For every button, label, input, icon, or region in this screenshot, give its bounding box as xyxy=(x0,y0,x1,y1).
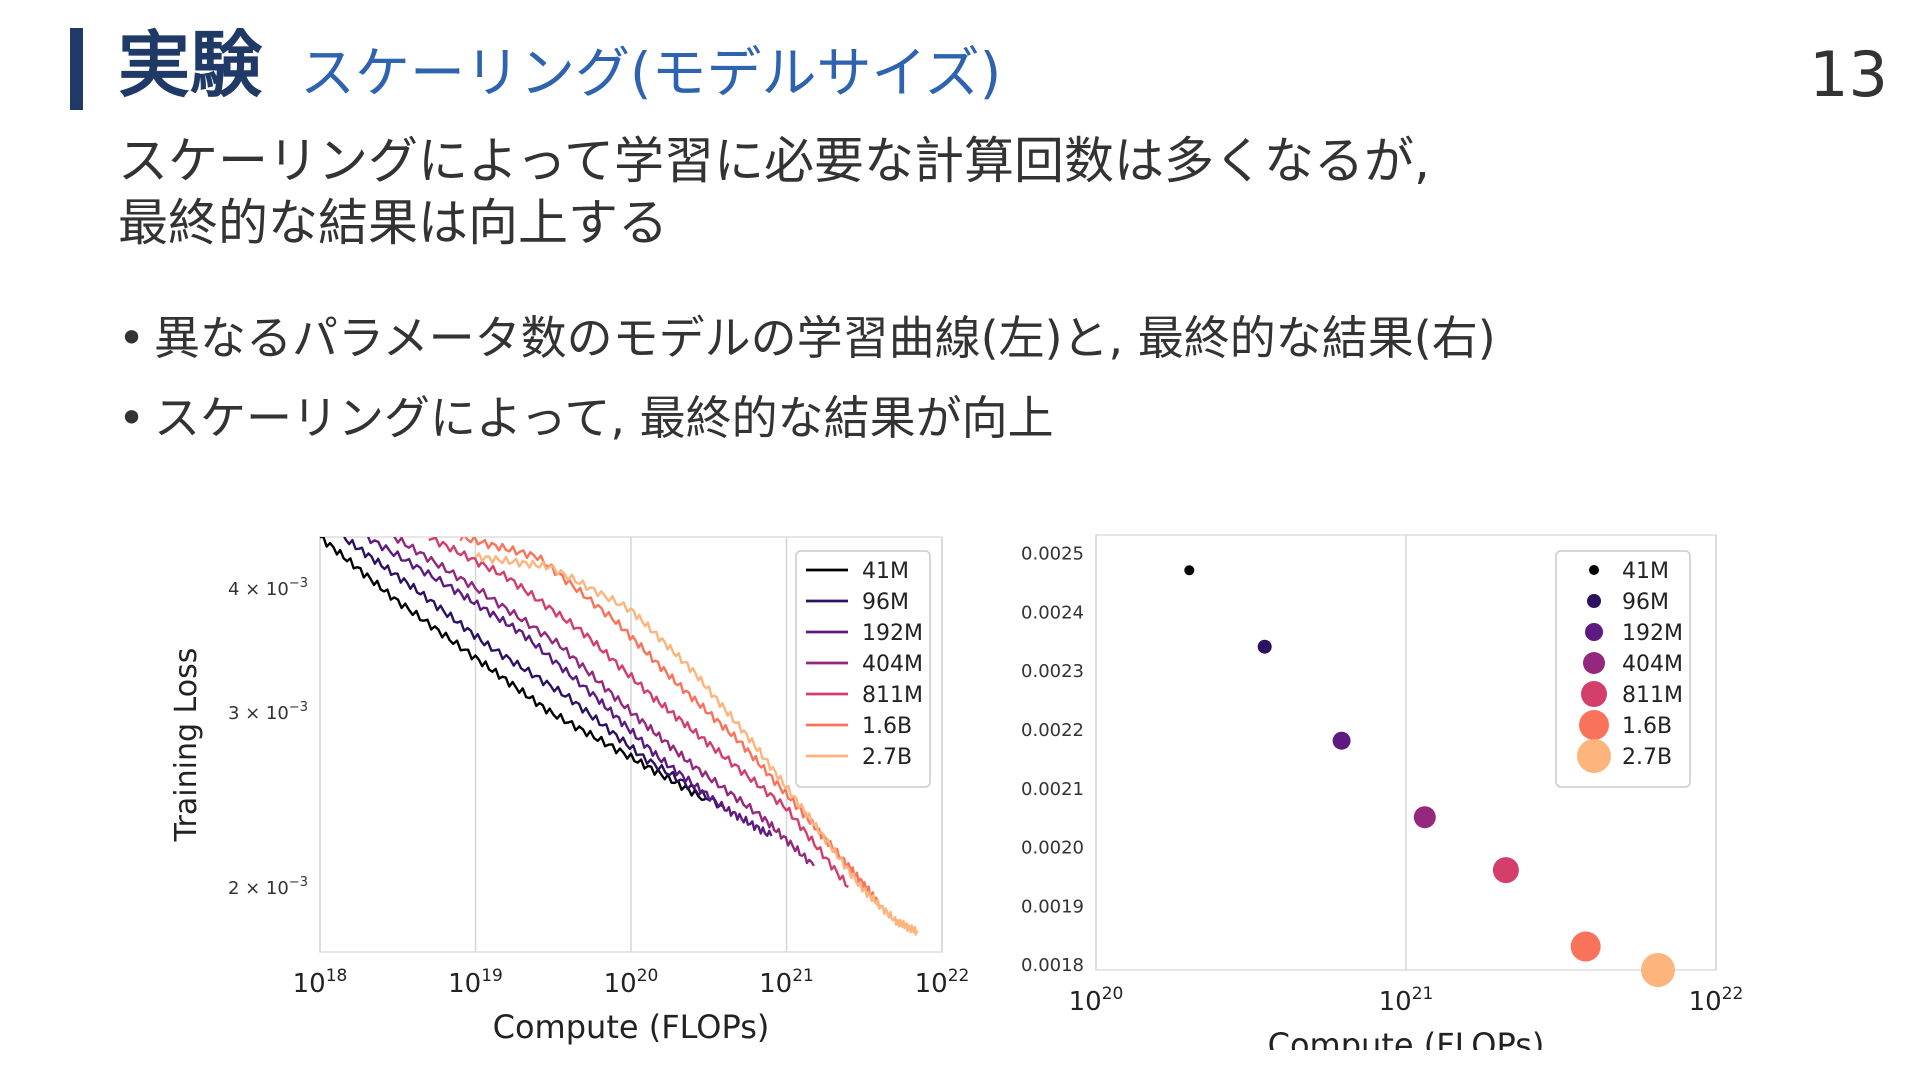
series-line xyxy=(343,537,726,810)
legend-label: 2.7B xyxy=(1622,745,1672,770)
y-tick-label: 0.0018 xyxy=(1021,955,1084,976)
y-tick-label: 0.0019 xyxy=(1021,896,1084,917)
legend-swatch xyxy=(1577,739,1611,773)
scatter-point xyxy=(1332,731,1351,750)
y-tick-label: 0.0021 xyxy=(1021,779,1084,800)
title-accent-bar xyxy=(70,28,83,110)
legend-label: 811M xyxy=(1622,683,1683,708)
y-axis-label: Training Loss xyxy=(169,648,204,843)
series-group xyxy=(320,537,919,936)
legend-label: 1.6B xyxy=(1622,714,1672,739)
x-tick-label: 1020 xyxy=(1069,984,1124,1017)
scatter-point xyxy=(1257,639,1272,654)
y-tick-label: 2 × 10−3 xyxy=(228,875,308,899)
legend-label: 811M xyxy=(862,683,923,708)
scatter-point xyxy=(1413,806,1436,829)
x-tick-label: 1021 xyxy=(1379,984,1434,1017)
x-tick-label: 1022 xyxy=(1689,984,1744,1017)
bullet-marker: • xyxy=(118,311,146,365)
bullet-marker: • xyxy=(118,391,146,445)
legend-label: 404M xyxy=(1622,652,1683,677)
final-loss-chart: 1020 1021 1022 0.0025 0.0024 0.0023 0.0022 0.00… xyxy=(1021,534,1744,1050)
series-line xyxy=(366,537,773,837)
legend-swatch xyxy=(1587,594,1601,608)
y-tick-label: 0.0024 xyxy=(1021,602,1084,623)
legend-label: 192M xyxy=(862,621,923,646)
x-tick-label: 1019 xyxy=(448,966,503,999)
training-loss-chart: 1018 1019 1020 1021 1022 4 × 10−3 3 × 10−3 2 × … xyxy=(169,536,970,1046)
legend-swatch xyxy=(1585,623,1603,641)
y-tick-label: 0.0022 xyxy=(1021,720,1084,741)
x-tick-label: 1021 xyxy=(759,966,814,999)
scatter-point xyxy=(1570,931,1601,962)
legend-swatch xyxy=(1581,681,1607,707)
legend-swatch xyxy=(1589,565,1599,575)
x-tick-label: 1022 xyxy=(915,966,970,999)
legend-swatch xyxy=(1579,710,1609,740)
y-tick-label: 3 × 10−3 xyxy=(228,700,308,724)
bullet-text: 異なるパラメータ数のモデルの学習曲線(左)と, 最終的な結果(右) xyxy=(154,311,1496,365)
bullet-item: • スケーリングによって, 最終的な結果が向上 xyxy=(118,378,1496,458)
legend-label: 2.7B xyxy=(862,745,912,770)
series-line xyxy=(428,537,849,888)
legend-swatch xyxy=(1583,652,1605,674)
series-line xyxy=(474,552,919,936)
scatter-point xyxy=(1492,857,1519,884)
legend-label: 41M xyxy=(1622,559,1669,584)
legend-label: 404M xyxy=(862,652,923,677)
x-axis-label: Compute (FLOPs) xyxy=(1268,1026,1545,1050)
legend-label: 96M xyxy=(862,590,909,615)
series-line xyxy=(393,537,815,867)
page-number: 13 xyxy=(1809,38,1888,111)
x-tick-label: 1018 xyxy=(293,966,348,999)
slide-subtitle: スケーリング(モデルサイズ) xyxy=(300,41,1002,105)
y-tick-label: 0.0025 xyxy=(1021,544,1084,565)
bullet-list: • 異なるパラメータ数のモデルの学習曲線(左)と, 最終的な結果(右) • スケーリ… xyxy=(118,298,1496,458)
scatter-point xyxy=(1641,953,1675,987)
legend-label: 1.6B xyxy=(862,714,912,739)
legend-label: 96M xyxy=(1622,590,1669,615)
bullet-text: スケーリングによって, 最終的な結果が向上 xyxy=(154,391,1054,445)
slide-title: 実験 xyxy=(118,23,263,107)
x-axis-label: Compute (FLOPs) xyxy=(493,1008,770,1046)
y-tick-label: 0.0023 xyxy=(1021,661,1084,682)
lead-line-1: スケーリングによって学習に必要な計算回数は多くなるが, xyxy=(118,132,1430,190)
series-line xyxy=(320,537,706,801)
legend-label: 192M xyxy=(1622,621,1683,646)
bullet-item: • 異なるパラメータ数のモデルの学習曲線(左)と, 最終的な結果(右) xyxy=(118,298,1496,378)
lead-line-2: 最終的な結果は向上する xyxy=(118,194,668,252)
legend-box xyxy=(795,550,931,788)
y-tick-label: 0.0020 xyxy=(1021,838,1084,859)
legend-label: 41M xyxy=(862,559,909,584)
y-tick-label: 4 × 10−3 xyxy=(228,576,308,600)
lead-text: スケーリングによって学習に必要な計算回数は多くなるが, 最終的な結果は向上する xyxy=(118,130,1430,254)
x-tick-label: 1020 xyxy=(604,966,659,999)
scatter-point xyxy=(1184,565,1195,576)
